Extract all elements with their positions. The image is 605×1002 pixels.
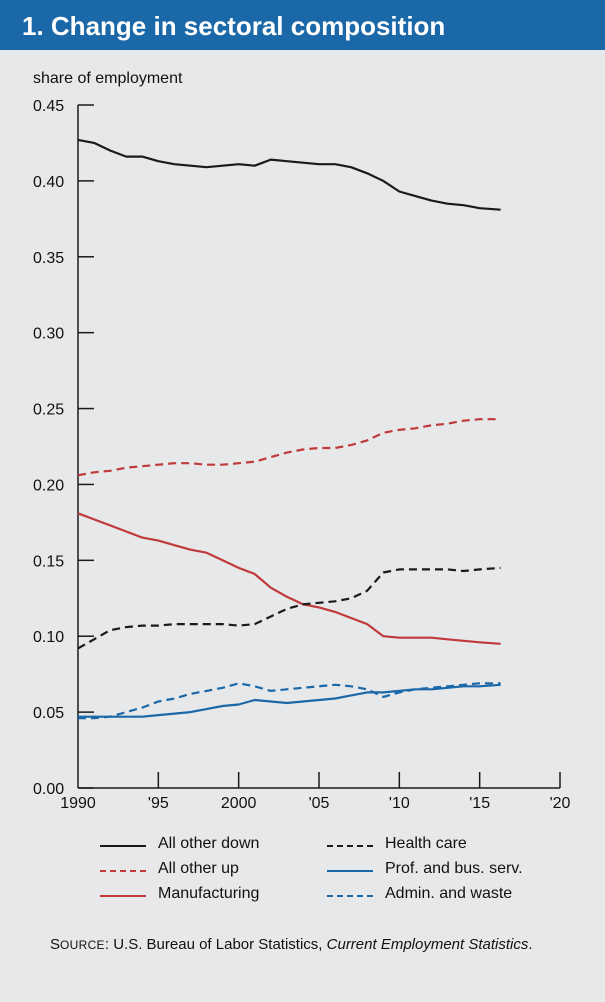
source-end: . <box>528 936 533 953</box>
legend-label: All other up <box>158 860 239 877</box>
series-line <box>77 566 501 650</box>
y-tick-label: 0.35 <box>33 250 64 267</box>
source-prefix-first: S <box>50 936 61 953</box>
legend-label: Prof. and bus. serv. <box>385 860 523 877</box>
x-tick-label: '15 <box>469 795 490 812</box>
series-line <box>78 682 501 720</box>
series-line <box>77 512 501 645</box>
legend-swatch <box>327 870 373 872</box>
series-line <box>78 683 501 718</box>
series-line <box>77 418 501 477</box>
x-tick-label: '10 <box>389 795 410 812</box>
y-tick-label: 0.25 <box>33 402 64 419</box>
y-axis-label: share of employment <box>33 70 183 87</box>
legend-swatch <box>100 895 146 897</box>
x-tick-label: '20 <box>550 795 571 812</box>
legend: All other down Health care All other up Pro… <box>100 835 580 915</box>
y-tick-label: 0.45 <box>33 98 64 115</box>
legend-swatch <box>100 870 146 872</box>
series-lines <box>77 138 501 720</box>
chart-title: 1. Change in sectoral composition <box>22 11 446 41</box>
legend-swatch <box>100 845 146 847</box>
x-tick-label: '95 <box>148 795 169 812</box>
source-prefix-rest: OURCE <box>60 938 105 952</box>
y-tick-label: 0.40 <box>33 174 64 191</box>
source-colon: : <box>104 936 114 953</box>
y-tick-label: 0.15 <box>33 553 64 570</box>
y-tick-label: 0.00 <box>33 781 64 798</box>
x-tick-label: 1990 <box>60 795 96 812</box>
title-bar: 1. Change in sectoral composition <box>0 0 605 50</box>
legend-swatch <box>327 845 373 847</box>
legend-label: Health care <box>385 835 467 852</box>
legend-swatch <box>327 895 373 897</box>
legend-label: All other down <box>158 835 260 852</box>
legend-label: Manufacturing <box>158 885 260 902</box>
series-line <box>77 138 501 211</box>
source-note: SOURCE: U.S. Bureau of Labor Statistics,… <box>50 935 570 955</box>
x-tick-label: '05 <box>309 795 330 812</box>
legend-label: Admin. and waste <box>385 885 513 902</box>
source-publication: Current Employment Statistics <box>326 936 529 953</box>
y-tick-label: 0.30 <box>33 326 64 343</box>
y-tick-label: 0.05 <box>33 705 64 722</box>
x-tick-label: 2000 <box>221 795 257 812</box>
source-text: U.S. Bureau of Labor Statistics, <box>113 936 327 953</box>
axes: 0.00 0.05 0.10 0.15 0.20 0.25 0.30 0.35 0.40 0.45… <box>33 98 571 812</box>
y-tick-label: 0.20 <box>33 477 64 494</box>
y-tick-label: 0.10 <box>33 629 64 646</box>
